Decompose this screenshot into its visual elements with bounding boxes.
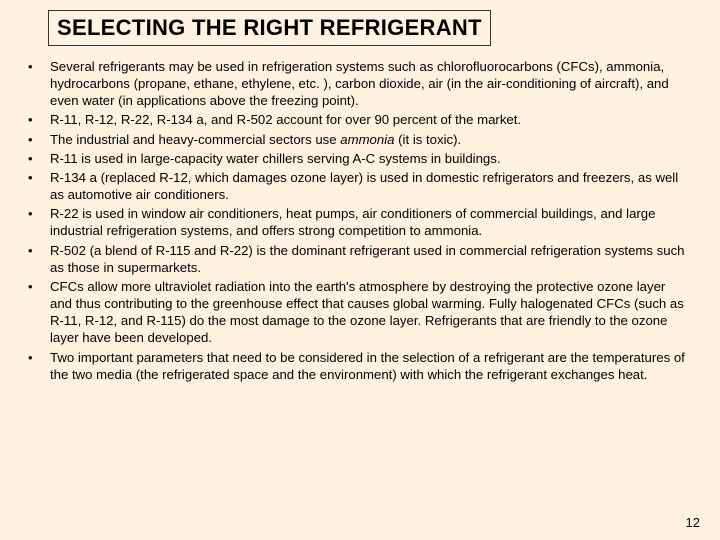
bullet-marker: •	[22, 111, 50, 128]
bullet-marker: •	[22, 150, 50, 167]
bullet-text: R-22 is used in window air conditioners,…	[50, 205, 698, 239]
bullet-marker: •	[22, 205, 50, 222]
bullet-text-pre: R-11, R-12, R-22, R-134 a, and R-502 acc…	[50, 112, 521, 127]
slide-title: SELECTING THE RIGHT REFRIGERANT	[57, 15, 482, 41]
bullet-text-pre: Two important parameters that need to be…	[50, 350, 685, 382]
bullet-text: Two important parameters that need to be…	[50, 349, 698, 383]
bullet-text-pre: R-11 is used in large-capacity water chi…	[50, 151, 501, 166]
bullet-text-pre: Several refrigerants may be used in refr…	[50, 59, 669, 108]
bullet-marker: •	[22, 349, 50, 366]
bullet-item: •R-22 is used in window air conditioners…	[22, 205, 698, 239]
title-container: SELECTING THE RIGHT REFRIGERANT	[48, 10, 491, 46]
bullet-marker: •	[22, 278, 50, 295]
bullet-item: •The industrial and heavy-commercial sec…	[22, 131, 698, 148]
bullet-text: R-502 (a blend of R-115 and R-22) is the…	[50, 242, 698, 276]
bullet-text-pre: R-502 (a blend of R-115 and R-22) is the…	[50, 243, 685, 275]
bullet-item: •R-11 is used in large-capacity water ch…	[22, 150, 698, 167]
bullet-item: •R-502 (a blend of R-115 and R-22) is th…	[22, 242, 698, 276]
bullet-item: •CFCs allow more ultraviolet radiation i…	[22, 278, 698, 347]
bullet-item: •R-134 a (replaced R-12, which damages o…	[22, 169, 698, 203]
bullet-marker: •	[22, 131, 50, 148]
bullet-marker: •	[22, 169, 50, 186]
bullet-text-pre: R-22 is used in window air conditioners,…	[50, 206, 655, 238]
bullet-text-pre: CFCs allow more ultraviolet radiation in…	[50, 279, 684, 345]
bullet-text: R-134 a (replaced R-12, which damages oz…	[50, 169, 698, 203]
bullet-text: Several refrigerants may be used in refr…	[50, 58, 698, 109]
bullet-item: •Several refrigerants may be used in ref…	[22, 58, 698, 109]
bullet-text: R-11 is used in large-capacity water chi…	[50, 150, 698, 167]
bullet-marker: •	[22, 242, 50, 259]
bullet-text-pre: The industrial and heavy-commercial sect…	[50, 132, 340, 147]
bullet-text: The industrial and heavy-commercial sect…	[50, 131, 698, 148]
bullet-text-pre: R-134 a (replaced R-12, which damages oz…	[50, 170, 678, 202]
bullet-text-post: (it is toxic).	[395, 132, 462, 147]
bullet-marker: •	[22, 58, 50, 75]
bullet-text-italic: ammonia	[340, 132, 394, 147]
bullet-text: R-11, R-12, R-22, R-134 a, and R-502 acc…	[50, 111, 698, 128]
bullet-item: •Two important parameters that need to b…	[22, 349, 698, 383]
bullet-list: •Several refrigerants may be used in ref…	[0, 58, 720, 383]
bullet-text: CFCs allow more ultraviolet radiation in…	[50, 278, 698, 347]
bullet-item: •R-11, R-12, R-22, R-134 a, and R-502 ac…	[22, 111, 698, 128]
page-number: 12	[686, 515, 700, 530]
